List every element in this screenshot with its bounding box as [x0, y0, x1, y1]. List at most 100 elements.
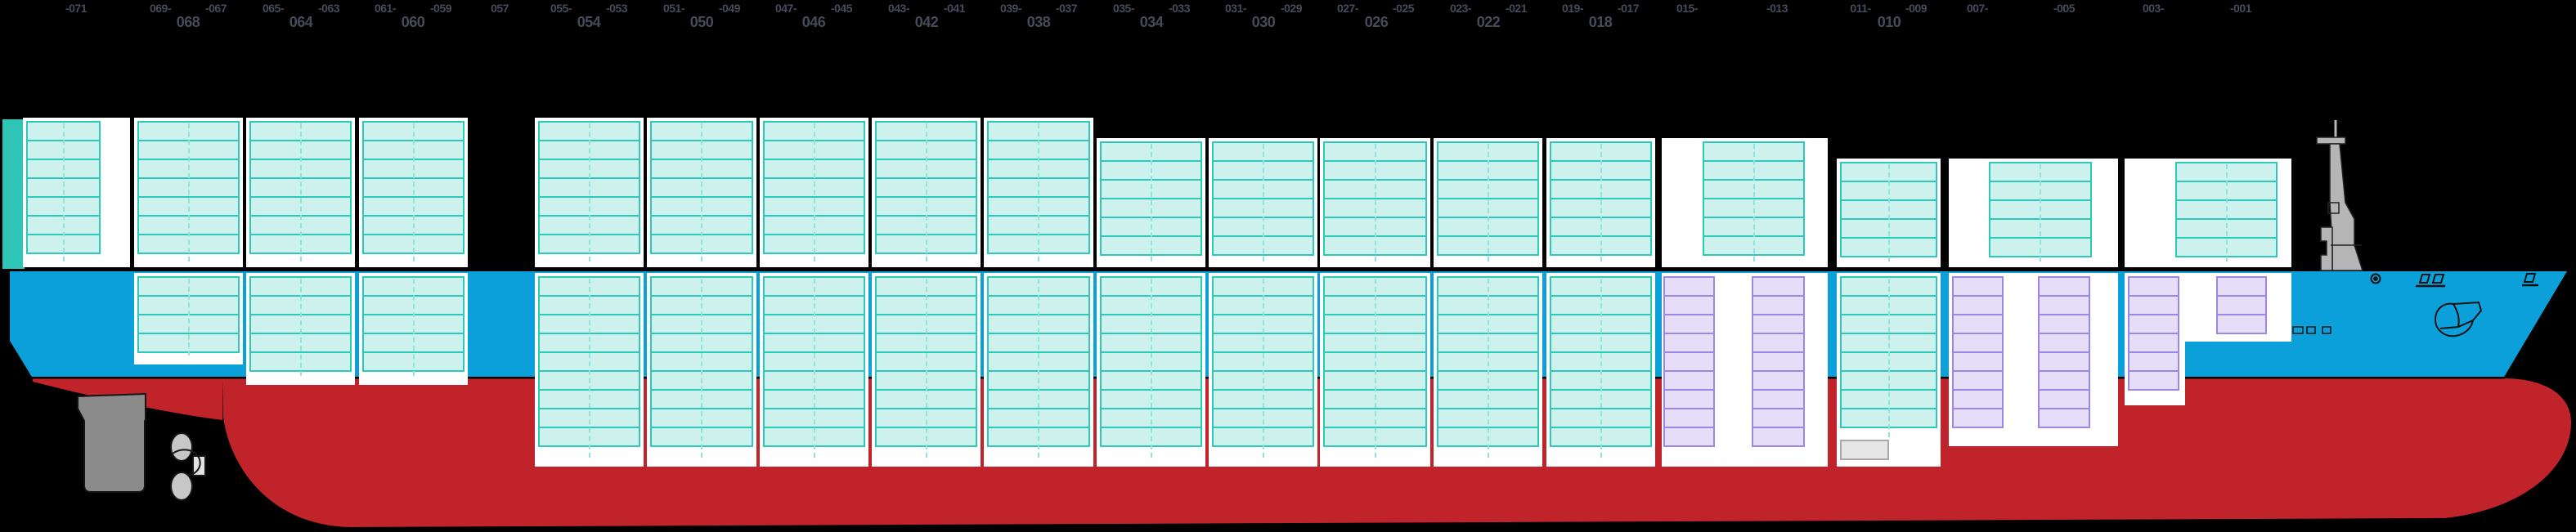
bay-label-20ft: 069- [149, 2, 172, 15]
bay-label-20ft: -025 [1392, 2, 1415, 15]
bay-label-40ft: 042 [914, 14, 939, 30]
container-stack-purple [1752, 276, 1805, 460]
container-slot[interactable] [2128, 314, 2179, 334]
container-slot[interactable] [2128, 370, 2179, 391]
twenty-foot-divider [813, 123, 815, 262]
container-slot[interactable] [1952, 276, 2004, 297]
twenty-foot-divider [1887, 164, 1890, 262]
bay-label-20ft: -021 [1505, 2, 1528, 15]
bay-label-20ft: -029 [1280, 2, 1303, 15]
container-slot[interactable] [1752, 333, 1805, 353]
container-stack-cyan [26, 121, 101, 264]
container-slot[interactable] [1752, 314, 1805, 334]
container-slot[interactable] [1663, 351, 1715, 372]
container-slot[interactable] [1952, 333, 2004, 353]
container-slot[interactable] [2038, 370, 2090, 391]
bay-label-20ft: 019- [1561, 2, 1584, 15]
container-slot[interactable] [1663, 408, 1715, 428]
container-slot[interactable] [1952, 408, 2004, 428]
container-slot[interactable] [2038, 333, 2090, 353]
container-slot[interactable] [1952, 295, 2004, 315]
container-slot[interactable] [1952, 389, 2004, 409]
container-slot[interactable] [2216, 276, 2267, 297]
container-slot[interactable] [1752, 295, 1805, 315]
bay-label-20ft: -009 [1905, 2, 1928, 15]
bay-label-20ft: 023- [1449, 2, 1472, 15]
container-stack-cyan [538, 276, 640, 460]
container-stack-gray [1840, 440, 1889, 460]
container-slot[interactable] [1952, 351, 2004, 372]
container-slot[interactable] [1752, 276, 1805, 297]
bay-label-40ft: 034 [1139, 14, 1164, 30]
container-slot[interactable] [1752, 389, 1805, 409]
bay-label-20ft: -005 [2053, 2, 2076, 15]
container-stack-cyan [1212, 141, 1314, 264]
bay-label-20ft: -001 [2229, 2, 2252, 15]
twenty-foot-divider [813, 279, 815, 458]
container-stack-purple [2038, 276, 2090, 440]
rudder [77, 392, 146, 493]
container-slot[interactable] [2038, 276, 2090, 297]
twenty-foot-divider [1887, 279, 1890, 437]
container-slot[interactable] [1663, 333, 1715, 353]
bay-label-40ft: 022 [1476, 14, 1501, 30]
mooring-fairlead-icon [2370, 273, 2381, 284]
bay-label-20ft: 043- [887, 2, 910, 15]
container-slot[interactable] [1752, 427, 1805, 447]
container-slot[interactable] [1752, 370, 1805, 391]
container-slot[interactable] [1663, 389, 1715, 409]
container-slot[interactable] [2128, 295, 2179, 315]
bridge-window-icon [2431, 274, 2445, 284]
bay-label-20ft: -041 [943, 2, 966, 15]
bay-label-20ft: -067 [204, 2, 227, 15]
container-slot[interactable] [2216, 295, 2267, 315]
twenty-foot-divider [1150, 279, 1152, 458]
container-stack-cyan [1437, 141, 1539, 264]
container-stack-cyan [650, 121, 753, 264]
bay-label-20ft: 003- [2142, 2, 2165, 15]
container-slot[interactable] [2038, 408, 2090, 428]
bay-label-40ft: 050 [689, 14, 714, 30]
container-slot[interactable] [2128, 276, 2179, 297]
container-stack-purple [1952, 276, 2004, 440]
twenty-foot-divider [1600, 279, 1602, 458]
bay-label-40ft: 030 [1251, 14, 1276, 30]
stern-superstructure [2, 119, 25, 269]
bay-label-20ft: -071 [65, 2, 88, 15]
bay-label-20ft: 039- [999, 2, 1022, 15]
container-slot[interactable] [1663, 276, 1715, 297]
container-slot[interactable] [2128, 351, 2179, 372]
container-slot[interactable] [1663, 427, 1715, 447]
container-slot[interactable] [1952, 314, 2004, 334]
container-slot[interactable] [2128, 333, 2179, 353]
container-stack-cyan [987, 276, 1090, 460]
bay-label-40ft: 038 [1026, 14, 1051, 30]
bay-label-20ft: -033 [1168, 2, 1191, 15]
container-slot[interactable] [1663, 295, 1715, 315]
bridge-window-icon [2418, 274, 2431, 284]
anchor-icon [2434, 301, 2483, 338]
container-slot[interactable] [1752, 408, 1805, 428]
container-slot[interactable] [1663, 314, 1715, 334]
propeller [170, 432, 206, 501]
container-slot[interactable] [1663, 370, 1715, 391]
bay-label-20ft: -063 [317, 2, 340, 15]
container-slot[interactable] [2038, 295, 2090, 315]
container-stack-cyan [763, 121, 865, 264]
container-slot[interactable] [2038, 314, 2090, 334]
container-slot[interactable] [2038, 351, 2090, 372]
container-stack-cyan [1100, 141, 1202, 264]
container-slot[interactable] [1752, 351, 1805, 372]
container-slot[interactable] [2038, 389, 2090, 409]
twenty-foot-divider [588, 123, 590, 262]
container-stack-cyan [362, 121, 464, 264]
fore-mast [2316, 120, 2364, 271]
twenty-foot-divider [925, 279, 927, 458]
container-stack-cyan [650, 276, 753, 460]
container-slot[interactable] [2216, 314, 2267, 334]
container-stack-purple [1663, 276, 1715, 460]
twenty-foot-divider [1487, 144, 1489, 262]
container-slot[interactable] [1952, 370, 2004, 391]
bay-label-20ft: 035- [1112, 2, 1135, 15]
container-slot[interactable] [1840, 440, 1889, 460]
